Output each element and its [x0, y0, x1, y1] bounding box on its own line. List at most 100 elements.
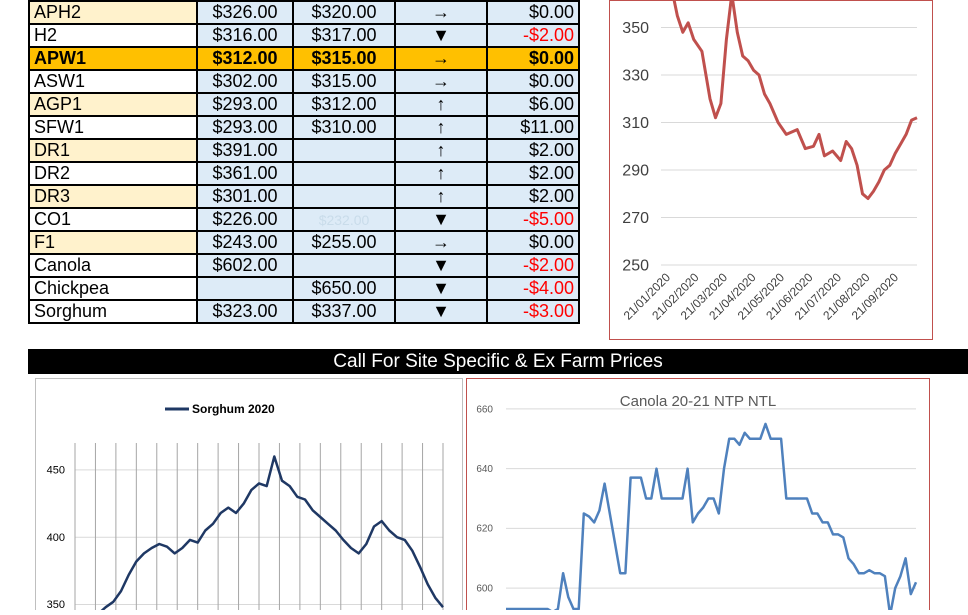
change-cell: $2.00: [486, 161, 580, 186]
name-cell: Sorghum: [28, 299, 198, 324]
y-tick-label: 600: [476, 583, 493, 594]
change-cell: $2.00: [486, 138, 580, 163]
trend-arrow: ▼: [394, 299, 488, 324]
y-tick-label: 250: [622, 257, 649, 274]
y-tick-label: 660: [476, 404, 493, 415]
name-cell: DR1: [28, 138, 198, 163]
table-row: SFW1 $293.00 $310.00 ↑ $11.00: [28, 115, 580, 140]
chart-border: [466, 378, 930, 615]
change-cell: $2.00: [486, 184, 580, 209]
trend-arrow: ↑: [394, 92, 488, 117]
change-cell: $0.00: [486, 0, 580, 25]
price-cell: $337.00: [292, 299, 396, 324]
sorghum-chart-panel: 350 400 450 Sorghum 2020: [35, 378, 463, 615]
price-cell: [292, 253, 396, 278]
trend-arrow: ↑: [394, 115, 488, 140]
chart-title: Canola 20-21 NTP NTL: [620, 393, 776, 410]
table-row: DR2 $361.00 ↑ $2.00: [28, 161, 580, 186]
change-cell: -$4.00: [486, 276, 580, 301]
trend-arrow: →: [394, 0, 488, 25]
price-cell: $310.00: [292, 115, 396, 140]
chart-border: [35, 378, 463, 615]
banner: Call For Site Specific & Ex Farm Prices: [28, 349, 968, 374]
y-tick-label: 640: [476, 464, 493, 475]
price-cell: $320.00: [292, 0, 396, 25]
wheat-price-chart-panel: 25027029031033035037021/01/202021/02/202…: [609, 0, 933, 340]
trend-arrow: ▼: [394, 276, 488, 301]
price-cell: $243.00: [196, 230, 294, 255]
y-tick-label: 400: [47, 532, 65, 544]
price-cell: $301.00: [196, 184, 294, 209]
price-cell: $226.00: [196, 207, 294, 232]
y-tick-label: 350: [622, 20, 649, 37]
price-cell: $312.00: [196, 46, 294, 71]
table-row: CO1 $226.00 $232.00 ▼ -$5.00: [28, 207, 580, 232]
price-cell: $323.00: [196, 299, 294, 324]
name-cell: DR3: [28, 184, 198, 209]
table-row: DR3 $301.00 ↑ $2.00: [28, 184, 580, 209]
y-tick-label: 310: [622, 115, 649, 132]
y-tick-label: 330: [622, 67, 649, 84]
name-cell: DR2: [28, 161, 198, 186]
price-cell: $293.00: [196, 92, 294, 117]
name-cell: ASW1: [28, 69, 198, 94]
price-cell: $317.00: [292, 23, 396, 48]
wheat-price-chart: 25027029031033035037021/01/202021/02/202…: [609, 0, 933, 340]
name-cell: H2: [28, 23, 198, 48]
y-tick-label: 450: [47, 465, 65, 477]
trend-arrow: ↑: [394, 138, 488, 163]
trend-arrow: →: [394, 230, 488, 255]
price-cell: $326.00: [196, 0, 294, 25]
canola-chart: Canola 20-21 NTP NTL 600 620 640 660: [466, 378, 930, 615]
price-cell: $602.00: [196, 253, 294, 278]
name-cell: Chickpea: [28, 276, 198, 301]
trend-arrow: ↑: [394, 161, 488, 186]
series-line: [672, 0, 918, 200]
trend-arrow: →: [394, 69, 488, 94]
price-cell: $302.00: [196, 69, 294, 94]
canola-chart-panel: Canola 20-21 NTP NTL 600 620 640 660: [466, 378, 930, 615]
series-line: [94, 455, 444, 615]
trend-arrow: ▼: [394, 23, 488, 48]
y-tick-label: 270: [622, 210, 649, 227]
change-cell: $0.00: [486, 69, 580, 94]
change-cell: $0.00: [486, 46, 580, 71]
change-cell: -$2.00: [486, 253, 580, 278]
name-cell: APH2: [28, 0, 198, 25]
trend-arrow: →: [394, 46, 488, 71]
change-cell: $11.00: [486, 115, 580, 140]
series-line: [506, 422, 918, 615]
table-row: Chickpea $650.00 ▼ -$4.00: [28, 276, 580, 301]
legend-label: Sorghum 2020: [192, 402, 275, 416]
price-cell: $316.00: [196, 23, 294, 48]
trend-arrow: ▼: [394, 207, 488, 232]
price-cell: $315.00: [292, 69, 396, 94]
table-row: APH2 $326.00 $320.00 → $0.00: [28, 0, 580, 25]
name-cell: F1: [28, 230, 198, 255]
sorghum-chart: 350 400 450 Sorghum 2020: [35, 378, 463, 615]
price-cell: $232.00: [292, 207, 396, 232]
table-row: Sorghum $323.00 $337.00 ▼ -$3.00: [28, 299, 580, 324]
y-tick-label: 350: [47, 599, 65, 610]
name-cell: Canola: [28, 253, 198, 278]
price-cell: [292, 138, 396, 163]
change-cell: -$5.00: [486, 207, 580, 232]
change-cell: $6.00: [486, 92, 580, 117]
table-row: DR1 $391.00 ↑ $2.00: [28, 138, 580, 163]
y-tick-label: 290: [622, 162, 649, 179]
name-cell: APW1: [28, 46, 198, 71]
price-table: APH2 $326.00 $320.00 → $0.00 H2 $316.00 $317.00…: [28, 0, 580, 324]
table-row: F1 $243.00 $255.00 → $0.00: [28, 230, 580, 255]
price-cell: $255.00: [292, 230, 396, 255]
change-cell: -$2.00: [486, 23, 580, 48]
y-tick-label: 620: [476, 524, 493, 535]
name-cell: AGP1: [28, 92, 198, 117]
name-cell: CO1: [28, 207, 198, 232]
table-row: Canola $602.00 ▼ -$2.00: [28, 253, 580, 278]
price-cell: $315.00: [292, 46, 396, 71]
price-cell: [292, 184, 396, 209]
price-cell: $293.00: [196, 115, 294, 140]
change-cell: $0.00: [486, 230, 580, 255]
price-cell: $391.00: [196, 138, 294, 163]
price-cell: $650.00: [292, 276, 396, 301]
